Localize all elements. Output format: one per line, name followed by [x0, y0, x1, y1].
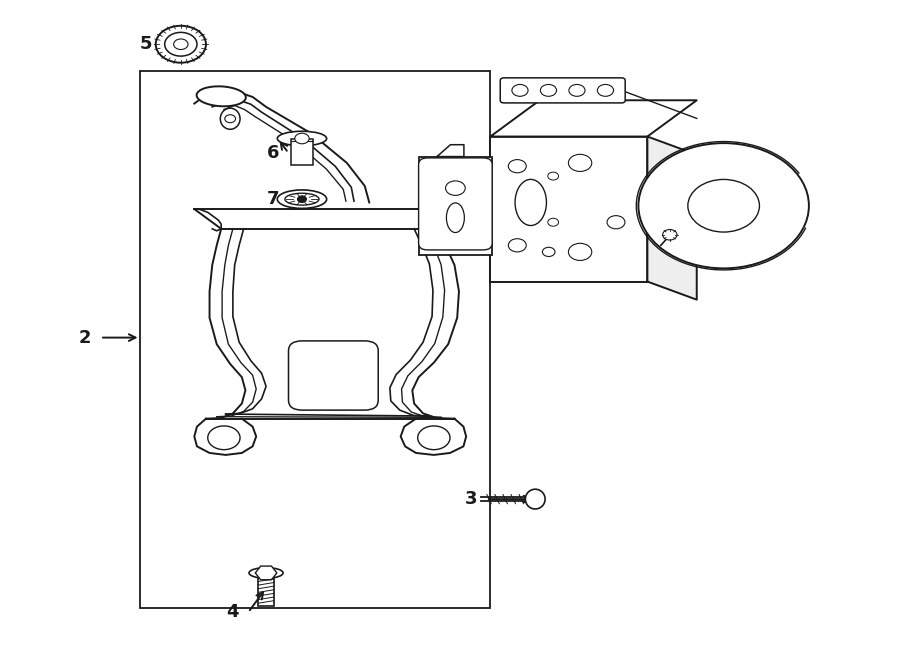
Text: 4: 4 — [227, 604, 239, 622]
Circle shape — [688, 179, 760, 232]
Circle shape — [548, 172, 559, 180]
Circle shape — [638, 143, 809, 268]
Circle shape — [446, 181, 465, 195]
Ellipse shape — [526, 489, 545, 509]
Text: 6: 6 — [267, 144, 280, 162]
Ellipse shape — [446, 203, 464, 232]
Polygon shape — [491, 100, 697, 136]
Text: 7: 7 — [267, 190, 280, 208]
Circle shape — [165, 32, 197, 56]
Bar — [418, 157, 492, 255]
FancyBboxPatch shape — [418, 158, 492, 250]
Circle shape — [298, 196, 306, 203]
Circle shape — [295, 133, 309, 144]
Text: 3: 3 — [464, 490, 477, 508]
Circle shape — [208, 426, 240, 449]
Text: 5: 5 — [140, 35, 152, 53]
Ellipse shape — [515, 179, 546, 226]
Circle shape — [156, 26, 206, 63]
Circle shape — [508, 239, 526, 252]
Circle shape — [418, 426, 450, 449]
Circle shape — [540, 85, 556, 96]
Circle shape — [569, 244, 592, 260]
Circle shape — [548, 218, 559, 226]
Circle shape — [569, 85, 585, 96]
Circle shape — [512, 85, 528, 96]
Circle shape — [543, 248, 555, 256]
Circle shape — [569, 154, 592, 171]
Bar — [140, 71, 490, 608]
Ellipse shape — [285, 193, 319, 205]
Ellipse shape — [249, 567, 284, 578]
FancyBboxPatch shape — [500, 78, 626, 103]
Circle shape — [174, 39, 188, 50]
FancyBboxPatch shape — [289, 341, 378, 410]
Circle shape — [662, 230, 677, 240]
Bar — [491, 136, 647, 281]
Text: 2: 2 — [78, 328, 91, 347]
Polygon shape — [647, 136, 697, 300]
Bar — [292, 138, 312, 165]
Circle shape — [225, 115, 236, 122]
Ellipse shape — [277, 131, 327, 146]
Ellipse shape — [277, 190, 327, 209]
Circle shape — [598, 85, 614, 96]
Circle shape — [607, 216, 625, 229]
Ellipse shape — [196, 86, 246, 107]
Text: 1: 1 — [442, 177, 454, 195]
Circle shape — [508, 160, 526, 173]
Ellipse shape — [220, 108, 240, 129]
